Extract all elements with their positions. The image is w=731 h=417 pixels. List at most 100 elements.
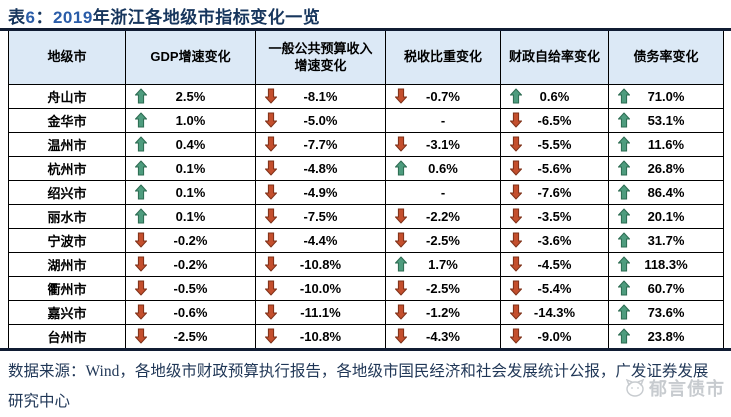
down-arrow-icon xyxy=(134,232,148,248)
city-name-cell: 绍兴市 xyxy=(8,179,126,205)
column-header: 债务率变化 xyxy=(608,31,724,85)
down-arrow-icon xyxy=(264,304,278,320)
indicator-value-cell: -3.6% xyxy=(500,227,609,253)
down-arrow-icon xyxy=(264,256,278,272)
header-row: 地级市 GDP增速变化 一般公共预算收入 增速变化 税收比重变化 财政自给率变化 债务率变… xyxy=(8,31,724,85)
indicator-value-cell: -2.2% xyxy=(385,203,501,229)
up-arrow-icon xyxy=(617,112,631,128)
indicator-value-cell: -7.7% xyxy=(255,131,386,157)
indicator-value: -4.8% xyxy=(303,160,338,176)
up-arrow-icon xyxy=(134,160,148,176)
indicator-value: 53.1% xyxy=(647,112,685,128)
indicator-value: -7.5% xyxy=(303,208,338,224)
indicator-value: 23.8% xyxy=(647,328,685,344)
city-name-cell: 丽水市 xyxy=(8,203,126,229)
down-arrow-icon xyxy=(264,160,278,176)
down-arrow-icon xyxy=(509,160,523,176)
down-arrow-icon xyxy=(394,232,408,248)
title-segment: 表 xyxy=(8,8,26,27)
down-arrow-icon xyxy=(394,304,408,320)
up-arrow-icon xyxy=(134,184,148,200)
indicator-value: 0.1% xyxy=(175,208,206,224)
indicator-value: -4.5% xyxy=(537,256,572,272)
indicator-value: -4.4% xyxy=(303,232,338,248)
indicator-value: 0.1% xyxy=(175,160,206,176)
indicator-value-cell: -0.7% xyxy=(385,83,501,109)
city-name-cell: 杭州市 xyxy=(8,155,126,181)
indicator-value: -8.1% xyxy=(303,88,338,104)
up-arrow-icon xyxy=(134,112,148,128)
indicator-value: -1.2% xyxy=(426,304,460,320)
indicators-table: 地级市 GDP增速变化 一般公共预算收入 增速变化 税收比重变化 财政自给率变化 债务率变… xyxy=(8,31,724,348)
city-name-cell: 舟山市 xyxy=(8,83,126,109)
indicator-value: -5.6% xyxy=(537,160,572,176)
down-arrow-icon xyxy=(509,184,523,200)
indicator-value: 26.8% xyxy=(647,160,685,176)
down-arrow-icon xyxy=(509,304,523,320)
city-name-cell: 衢州市 xyxy=(8,275,126,301)
indicator-value-cell: -6.5% xyxy=(500,107,609,133)
down-arrow-icon xyxy=(264,112,278,128)
table-row: 衢州市 -0.5% -10.0% -2.5% -5.4% 60.7% xyxy=(8,275,724,301)
indicator-value: -7.6% xyxy=(537,184,572,200)
up-arrow-icon xyxy=(617,208,631,224)
indicator-value-cell: -2.5% xyxy=(385,227,501,253)
indicator-value-cell: -7.6% xyxy=(500,179,609,205)
down-arrow-icon xyxy=(509,256,523,272)
indicator-value: -3.6% xyxy=(537,232,572,248)
indicator-value-cell: -5.5% xyxy=(500,131,609,157)
column-header: 财政自给率变化 xyxy=(500,31,609,85)
indicator-value: -10.8% xyxy=(299,328,342,344)
indicator-value: -7.7% xyxy=(303,136,338,152)
down-arrow-icon xyxy=(509,208,523,224)
indicator-value: 1.0% xyxy=(175,112,206,128)
down-arrow-icon xyxy=(264,208,278,224)
indicator-value: 11.6% xyxy=(647,136,685,152)
down-arrow-icon xyxy=(264,232,278,248)
column-header: GDP增速变化 xyxy=(125,31,256,85)
down-arrow-icon xyxy=(509,232,523,248)
up-arrow-icon xyxy=(617,232,631,248)
indicator-value: -5.5% xyxy=(537,136,572,152)
indicator-value-cell: 73.6% xyxy=(608,299,724,325)
indicator-value-cell: -2.5% xyxy=(125,323,256,348)
indicator-value: -0.6% xyxy=(173,304,208,320)
indicator-value: -10.0% xyxy=(299,280,342,296)
indicator-value-cell: -5.6% xyxy=(500,155,609,181)
indicator-value-cell: -4.3% xyxy=(385,323,501,348)
indicator-value-cell: -0.5% xyxy=(125,275,256,301)
table-row: 湖州市 -0.2% -10.8% 1.7% -4.5% 118.3% xyxy=(8,251,724,277)
indicator-value-cell: -8.1% xyxy=(255,83,386,109)
indicator-value: 0.6% xyxy=(428,160,458,176)
indicator-value: -10.8% xyxy=(299,256,342,272)
indicator-value-cell: 23.8% xyxy=(608,323,724,348)
indicator-value-cell: 20.1% xyxy=(608,203,724,229)
watermark-text: 郁言债市 xyxy=(649,379,725,399)
city-name-cell: 嘉兴市 xyxy=(8,299,126,325)
table-row: 嘉兴市 -0.6% -11.1% -1.2% -14.3% 73.6% xyxy=(8,299,724,325)
indicator-value: -3.5% xyxy=(537,208,572,224)
indicator-value-cell: -3.5% xyxy=(500,203,609,229)
city-name-cell: 台州市 xyxy=(8,323,126,348)
table-row: 宁波市 -0.2% -4.4% -2.5% -3.6% 31.7% xyxy=(8,227,724,253)
title-segment: 6 xyxy=(25,8,36,27)
indicator-value-cell: 0.1% xyxy=(125,179,256,205)
indicator-value: -14.3% xyxy=(533,304,576,320)
indicator-value-cell: -4.8% xyxy=(255,155,386,181)
down-arrow-icon xyxy=(264,88,278,104)
down-arrow-icon xyxy=(134,280,148,296)
up-arrow-icon xyxy=(394,256,408,272)
up-arrow-icon xyxy=(134,208,148,224)
column-header: 地级市 xyxy=(8,31,126,85)
indicator-value-cell: -0.2% xyxy=(125,227,256,253)
indicator-value-cell: -7.5% xyxy=(255,203,386,229)
up-arrow-icon xyxy=(509,88,523,104)
column-header: 一般公共预算收入 增速变化 xyxy=(255,31,386,85)
indicator-value: -0.7% xyxy=(426,88,460,104)
indicator-value-cell: 71.0% xyxy=(608,83,724,109)
bottom-rule-divider xyxy=(0,348,731,351)
indicator-value-cell: -11.1% xyxy=(255,299,386,325)
up-arrow-icon xyxy=(134,136,148,152)
down-arrow-icon xyxy=(394,328,408,344)
indicator-value: - xyxy=(440,112,446,128)
